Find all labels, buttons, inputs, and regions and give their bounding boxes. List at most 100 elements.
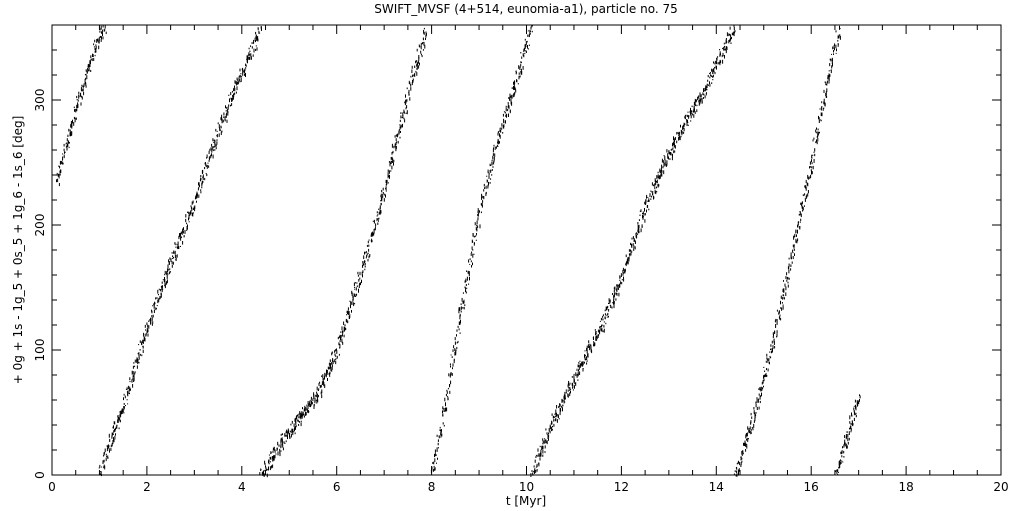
data-point: [679, 135, 681, 138]
data-point: [765, 373, 767, 378]
data-point: [192, 212, 194, 214]
data-point: [110, 447, 112, 451]
data-point: [234, 85, 235, 88]
data-point: [770, 350, 772, 354]
data-point: [523, 54, 525, 58]
data-point: [524, 44, 526, 47]
data-point: [702, 97, 704, 99]
data-point: [745, 443, 747, 447]
data-point: [433, 468, 435, 471]
data-point: [735, 474, 737, 477]
data-point: [740, 459, 742, 461]
data-point: [752, 428, 754, 431]
data-point: [263, 469, 265, 472]
data-point: [593, 342, 595, 346]
data-point: [714, 66, 716, 69]
data-point: [182, 241, 184, 245]
data-point: [811, 170, 812, 175]
data-point: [308, 403, 310, 407]
data-point: [331, 366, 333, 370]
data-point: [618, 284, 620, 288]
data-point: [787, 281, 789, 284]
data-point: [720, 53, 721, 55]
data-point: [499, 127, 501, 129]
data-point: [59, 166, 61, 169]
data-point: [620, 281, 622, 284]
data-point: [485, 192, 487, 196]
data-point: [361, 271, 363, 276]
data-point: [211, 143, 213, 147]
data-point: [84, 78, 86, 82]
data-point: [195, 197, 197, 199]
data-point: [368, 239, 370, 241]
data-point: [280, 438, 282, 441]
data-point: [288, 432, 290, 434]
data-point: [457, 340, 459, 343]
chart-title: SWIFT_MVSF (4+514, eunomia-a1), particle…: [374, 2, 678, 16]
data-point: [684, 115, 686, 120]
data-point: [280, 450, 282, 452]
data-point: [460, 319, 461, 324]
data-point: [81, 84, 83, 87]
data-point: [840, 452, 842, 454]
data-point: [409, 97, 411, 101]
data-point: [695, 100, 697, 103]
data-point: [450, 354, 452, 356]
data-point: [282, 447, 284, 451]
data-point: [234, 87, 236, 92]
data-point: [584, 350, 586, 352]
data-point: [472, 253, 474, 258]
data-point: [753, 420, 755, 423]
data-point: [799, 211, 801, 213]
data-point: [575, 382, 577, 386]
data-point: [673, 143, 675, 147]
data-point: [477, 212, 479, 217]
data-point: [655, 183, 657, 186]
data-point: [825, 84, 827, 86]
data-point: [164, 282, 166, 286]
data-point: [318, 389, 319, 391]
data-point: [585, 358, 587, 360]
data-point: [802, 207, 804, 211]
data-point: [538, 462, 540, 465]
data-point: [686, 119, 688, 123]
data-point: [65, 145, 67, 148]
data-point: [177, 241, 179, 245]
data-point: [406, 105, 408, 108]
data-point: [399, 119, 401, 122]
data-point: [558, 415, 559, 418]
data-point: [73, 122, 75, 126]
data-point: [521, 56, 523, 59]
data-point: [416, 68, 418, 70]
data-point: [666, 162, 668, 166]
data-point: [437, 457, 438, 460]
data-point: [133, 362, 135, 364]
data-point: [465, 287, 467, 291]
data-point: [599, 326, 601, 328]
data-point: [680, 130, 682, 134]
data-point: [747, 438, 749, 440]
data-point: [236, 82, 238, 84]
data-point: [587, 344, 589, 348]
data-point: [622, 267, 624, 272]
data-point: [417, 60, 419, 64]
data-point: [472, 233, 474, 237]
data-point: [507, 102, 509, 105]
data-point: [542, 445, 544, 450]
data-point: [77, 102, 79, 107]
data-point: [290, 433, 292, 438]
data-point: [316, 386, 318, 391]
data-point: [477, 214, 479, 217]
data-point: [607, 314, 609, 316]
data-point: [202, 176, 204, 180]
data-point: [329, 359, 331, 362]
data-point: [701, 101, 703, 104]
data-point: [823, 102, 825, 105]
data-point: [67, 134, 69, 137]
data-point: [142, 339, 144, 343]
data-point: [855, 412, 857, 414]
data-point: [119, 414, 121, 418]
data-point: [362, 264, 363, 267]
data-point: [371, 240, 373, 243]
data-point: [248, 56, 250, 60]
